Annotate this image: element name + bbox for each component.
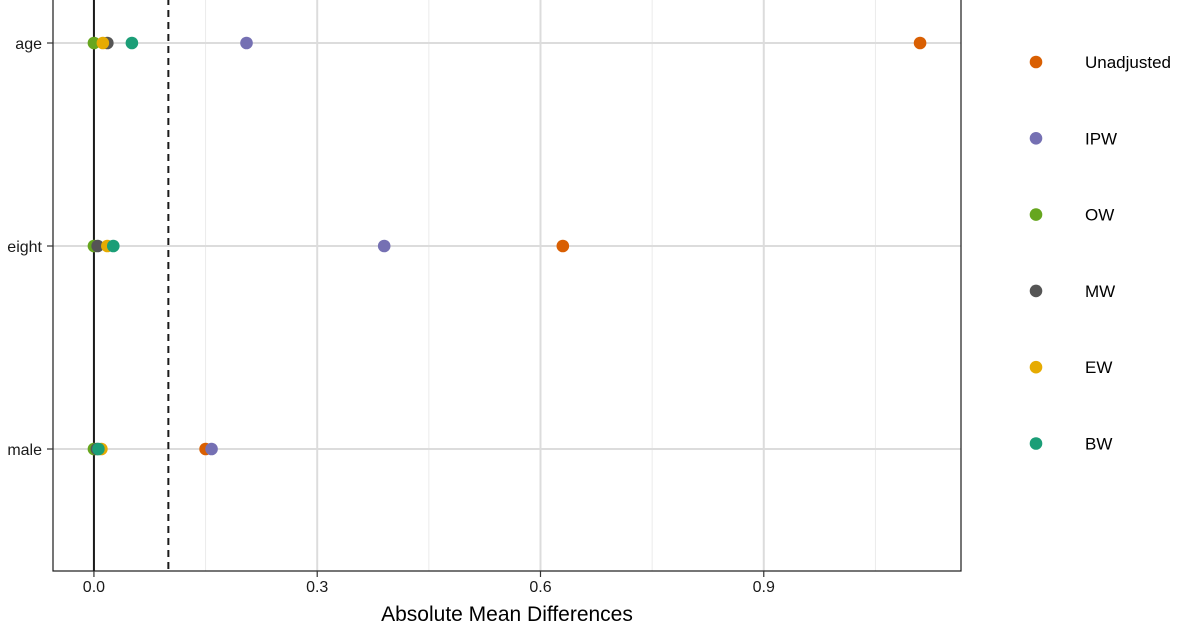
legend-key-ow — [1029, 208, 1043, 221]
x-tick-label: 0.0 — [83, 579, 105, 596]
x-tick-label: 0.3 — [306, 579, 328, 596]
legend-key-mw — [1029, 284, 1043, 298]
legend: Unadjusted IPW OW MW EW BW — [1029, 53, 1171, 454]
point-unadjusted-age — [913, 36, 927, 50]
legend-key-unadjusted — [1029, 55, 1043, 69]
legend-label-ew: EW — [1085, 358, 1112, 377]
minor-gridlines — [205, 0, 876, 571]
legend-key-ipw — [1029, 132, 1043, 145]
x-axis-title: Absolute Mean Differences — [381, 603, 633, 626]
x-tick-label: 0.6 — [529, 579, 551, 596]
major-gridlines — [53, 0, 961, 571]
point-unadjusted-eight — [556, 239, 570, 253]
point-mw-eight — [91, 239, 104, 253]
legend-label-mw: MW — [1085, 282, 1115, 301]
data-points — [87, 36, 927, 456]
point-ipw-age — [240, 36, 253, 50]
x-axis: 0.0 0.3 0.6 0.9 — [83, 571, 775, 596]
point-bw-age — [125, 36, 139, 50]
y-tick-label-male: male — [7, 442, 42, 459]
panel-border — [52, 0, 962, 572]
legend-label-ipw: IPW — [1085, 129, 1117, 148]
x-tick-label: 0.9 — [753, 579, 775, 596]
legend-label-bw: BW — [1085, 435, 1112, 454]
legend-key-ew — [1029, 360, 1043, 374]
y-tick-label-age: age — [15, 36, 42, 53]
point-ipw-male — [205, 442, 218, 456]
legend-key-bw — [1029, 437, 1043, 450]
point-bw-male — [92, 442, 105, 456]
point-ew-age — [96, 36, 110, 50]
legend-label-unadjusted: Unadjusted — [1085, 53, 1171, 72]
legend-label-ow: OW — [1085, 206, 1114, 225]
point-bw-eight — [106, 239, 120, 253]
y-axis: age eight male — [7, 36, 53, 459]
y-tick-label-eight: eight — [7, 239, 42, 256]
point-ow-age — [87, 36, 101, 50]
point-ipw-eight — [377, 239, 391, 253]
